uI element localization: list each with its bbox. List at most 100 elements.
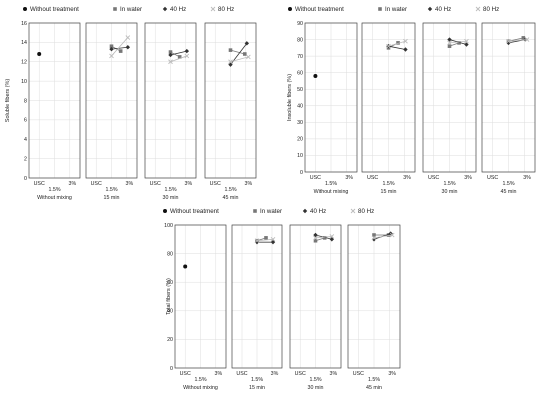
x-tick-usc: USC [310, 175, 321, 181]
data-point [506, 38, 511, 44]
x-tick-3pct: 3% [345, 175, 353, 181]
x-tick-3pct: 3% [523, 175, 531, 181]
series-line [230, 56, 249, 63]
series-line [111, 37, 129, 57]
panel-4: USC 3% 1.5% 45 min [347, 224, 401, 391]
data-point [386, 43, 391, 49]
panel-label: 45 min [223, 195, 239, 201]
panel-frame [304, 22, 358, 173]
panel-label: 15 min [249, 385, 265, 391]
y-tick-label: 8 [24, 98, 27, 104]
panel-3: USC 3% 1.5% 30 min [422, 22, 477, 195]
data-point [125, 45, 131, 50]
legend-label: 40 Hz [435, 6, 451, 13]
y-tick-label: 90 [297, 21, 303, 27]
data-point [322, 236, 327, 240]
x-tick-usc: USC [150, 181, 161, 187]
x-tick-usc: USC [236, 371, 247, 377]
data-point [177, 55, 182, 59]
data-point [109, 53, 114, 59]
x-tick-1-5pct: 1.5% [164, 187, 176, 193]
legend-marker-4 [475, 6, 481, 12]
data-point [403, 38, 408, 44]
panel-label: 15 min [104, 195, 120, 201]
x-tick-1-5pct: 1.5% [368, 377, 380, 383]
x-tick-1-5pct: 1.5% [105, 187, 117, 193]
y-tick-label: 80 [297, 37, 303, 43]
x-tick-1-5pct: 1.5% [309, 377, 321, 383]
chart-2: Without treatment In water 40 Hz 80 Hz Insol… [287, 6, 536, 195]
x-tick-3pct: 3% [185, 181, 193, 187]
y-axis-label: Soluble fibers (%) [5, 79, 11, 123]
x-tick-1-5pct: 1.5% [502, 181, 514, 187]
x-tick-1-5pct: 1.5% [325, 181, 337, 187]
data-point [242, 52, 247, 56]
series-line [388, 45, 406, 50]
data-point [125, 35, 131, 40]
legend-marker-1 [163, 209, 167, 213]
chart-1: Without treatment In water 40 Hz 80 Hz Solub… [5, 6, 257, 201]
y-axis-label: Insoluble fibers (%) [287, 74, 293, 121]
series-line [256, 238, 274, 242]
data-point [109, 44, 114, 49]
y-tick-label: 12 [21, 60, 27, 66]
data-point [396, 41, 400, 45]
data-point [464, 42, 469, 47]
legend-label: In water [260, 208, 282, 215]
panel-label: 45 min [366, 385, 382, 391]
panel-2: USC 3% 1.5% 15 min [361, 22, 416, 195]
data-point [118, 49, 123, 53]
y-tick-label: 80 [167, 251, 173, 257]
x-tick-1-5pct: 1.5% [443, 181, 455, 187]
x-tick-usc: USC [34, 181, 45, 187]
panel-frame [204, 22, 257, 179]
x-tick-3pct: 3% [464, 175, 472, 181]
data-point [521, 36, 526, 40]
legend-label: Without treatment [170, 208, 219, 215]
legend-label: 40 Hz [170, 6, 186, 13]
data-point [313, 238, 318, 243]
panel-3: USC 3% 1.5% 30 min [289, 224, 342, 391]
data-point [183, 264, 188, 269]
data-point [403, 47, 408, 52]
data-point [313, 232, 318, 238]
panel-4: USC 3% 1.5% 45 min [204, 22, 257, 201]
legend-marker-4 [210, 6, 216, 12]
data-point [109, 46, 114, 52]
panel-2: USC 3% 1.5% 15 min [85, 22, 138, 201]
data-point [37, 52, 42, 56]
panel-label: Without mixing [314, 189, 349, 195]
panel-label: Without mixing [37, 195, 72, 201]
legend-label: 80 Hz [218, 6, 234, 13]
panel-1: USC 3% 1.5% Without mixing [28, 22, 81, 201]
data-point [447, 40, 452, 46]
y-tick-label: 20 [167, 337, 173, 343]
data-point [329, 234, 335, 239]
panel-3: USC 3% 1.5% 30 min [144, 22, 197, 201]
x-tick-3pct: 3% [330, 371, 338, 377]
legend-label: Without treatment [30, 6, 79, 13]
legend-label: In water [120, 6, 142, 13]
x-tick-usc: USC [210, 181, 221, 187]
legend-marker-4 [350, 208, 356, 214]
legend-marker-2 [378, 7, 382, 11]
panel-2: USC 3% 1.5% 15 min [231, 224, 283, 391]
y-tick-label: 0 [300, 170, 303, 176]
data-point [524, 37, 530, 42]
y-tick-label: 6 [24, 118, 27, 124]
data-point [228, 62, 233, 67]
panel-label: 30 min [163, 195, 179, 201]
data-point [244, 41, 250, 46]
y-tick-label: 100 [164, 223, 173, 229]
y-tick-label: 70 [297, 54, 303, 60]
x-tick-usc: USC [353, 371, 364, 377]
data-point [184, 48, 190, 54]
y-tick-label: 14 [21, 40, 27, 46]
data-point [264, 236, 268, 240]
legend-label: 40 Hz [310, 208, 326, 215]
y-tick-label: 20 [297, 137, 303, 143]
data-point [371, 235, 377, 241]
y-tick-label: 0 [24, 176, 27, 182]
y-tick-label: 0 [170, 366, 173, 372]
data-point [329, 237, 335, 242]
